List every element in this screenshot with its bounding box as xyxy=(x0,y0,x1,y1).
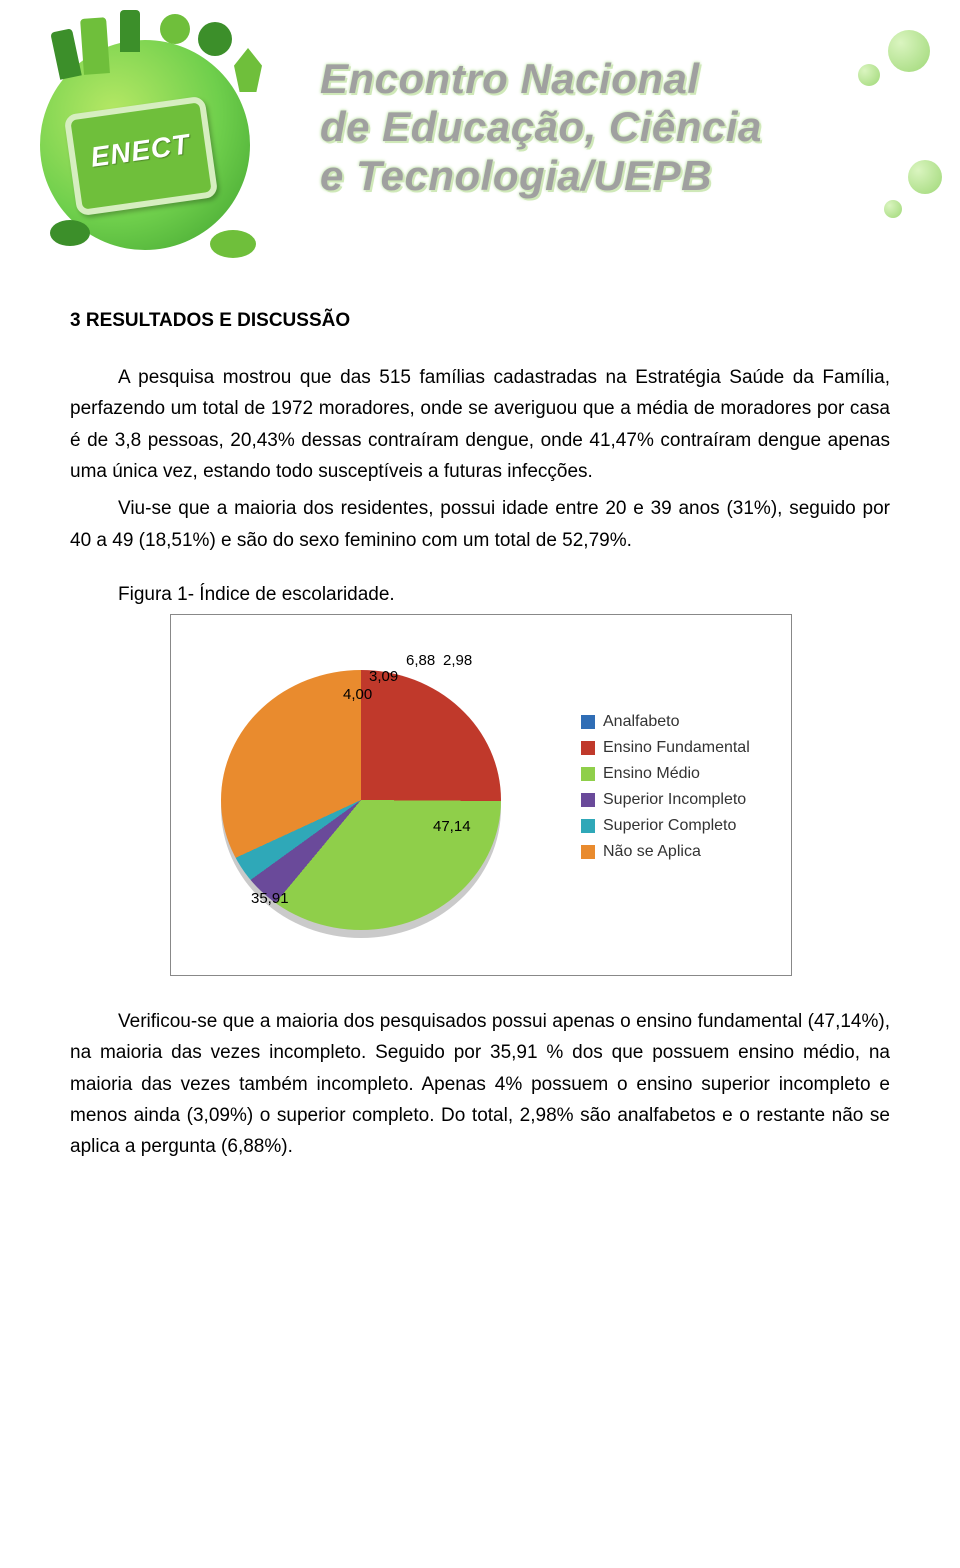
slice-label-analfabeto: 2,98 xyxy=(443,652,472,669)
enect-badge-text: ENECT xyxy=(74,126,207,176)
paragraph-1: A pesquisa mostrou que das 515 famílias … xyxy=(70,362,890,487)
title-line-3: e Tecnologia/UEPB xyxy=(320,152,940,200)
legend-swatch xyxy=(581,741,595,755)
legend-swatch xyxy=(581,819,595,833)
legend-item: Não se Aplica xyxy=(581,843,771,861)
legend-swatch xyxy=(581,845,595,859)
paragraph-3: Verificou-se que a maioria dos pesquisad… xyxy=(70,1006,890,1163)
legend-swatch xyxy=(581,767,595,781)
slice-label-fund: 47,14 xyxy=(433,818,471,835)
chart-legend: Analfabeto Ensino Fundamental Ensino Médio… xyxy=(581,705,771,869)
legend-item: Superior Completo xyxy=(581,817,771,835)
legend-label: Ensino Fundamental xyxy=(603,739,750,757)
page-content: 3 RESULTADOS E DISCUSSÃO A pesquisa most… xyxy=(0,310,960,1209)
legend-label: Superior Incompleto xyxy=(603,791,746,809)
pie-chart: 6,88 2,98 3,09 4,00 47,14 35,91 Analfabe… xyxy=(170,614,792,976)
legend-label: Ensino Médio xyxy=(603,765,700,783)
legend-item: Superior Incompleto xyxy=(581,791,771,809)
slice-label-sup-inc: 4,00 xyxy=(343,686,372,703)
legend-swatch xyxy=(581,793,595,807)
section-heading: 3 RESULTADOS E DISCUSSÃO xyxy=(70,310,890,332)
legend-item: Ensino Médio xyxy=(581,765,771,783)
title-line-1: Encontro Nacional xyxy=(320,55,940,103)
legend-label: Superior Completo xyxy=(603,817,736,835)
enect-badge: ENECT xyxy=(64,96,219,217)
paragraph-2: Viu-se que a maioria dos residentes, pos… xyxy=(70,493,890,556)
globe-logo: ENECT xyxy=(10,10,300,270)
figure-caption: Figura 1- Índice de escolaridade. xyxy=(118,584,890,606)
header-banner: ENECT Encontro Nacional de Educação, Ciê… xyxy=(0,0,960,280)
slice-label-medio: 35,91 xyxy=(251,890,289,907)
legend-swatch xyxy=(581,715,595,729)
legend-item: Ensino Fundamental xyxy=(581,739,771,757)
title-line-2: de Educação, Ciência xyxy=(320,103,940,151)
bubble-deco xyxy=(884,200,902,218)
legend-label: Não se Aplica xyxy=(603,843,701,861)
event-title: Encontro Nacional de Educação, Ciência e… xyxy=(320,55,940,200)
legend-item: Analfabeto xyxy=(581,713,771,731)
legend-label: Analfabeto xyxy=(603,713,680,731)
slice-label-sup-comp: 3,09 xyxy=(369,668,398,685)
slice-label-nao: 6,88 xyxy=(406,652,435,669)
